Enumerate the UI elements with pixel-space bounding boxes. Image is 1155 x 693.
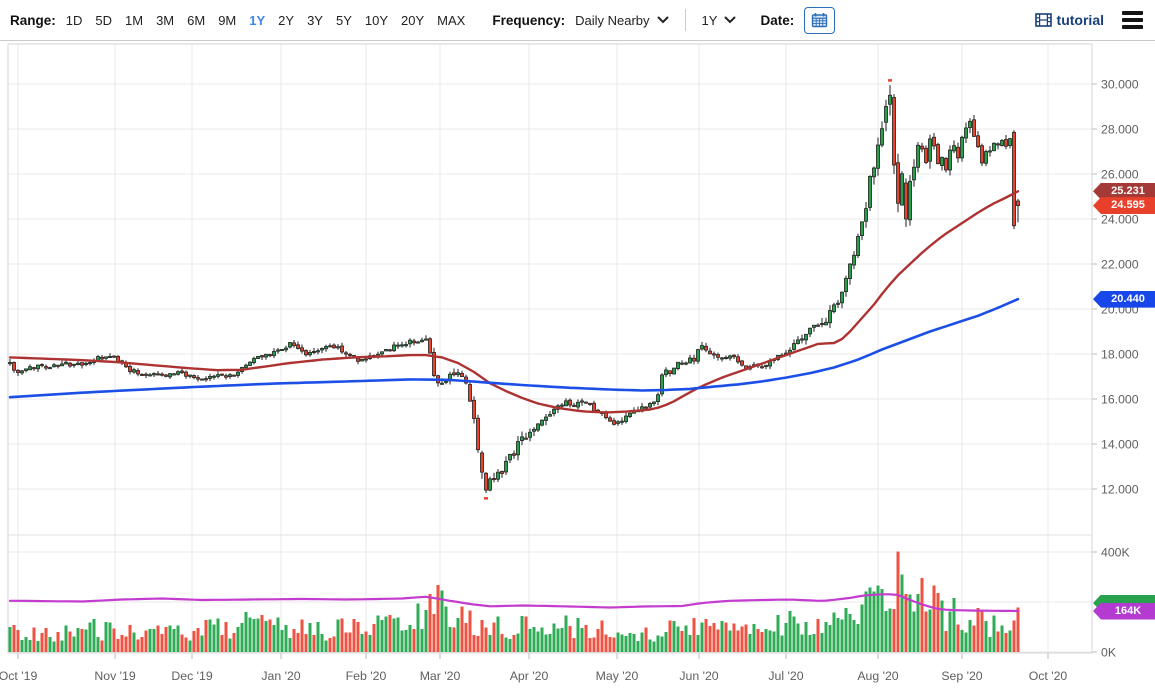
range-options: 1D 5D 1M 3M 6M 9M 1Y 2Y 3Y 5Y 10Y 20Y MAX [66, 13, 479, 28]
range-option-2y[interactable]: 2Y [278, 12, 295, 28]
svg-text:0K: 0K [1101, 646, 1117, 660]
high-marker [888, 79, 892, 82]
svg-text:24.000: 24.000 [1101, 213, 1139, 227]
frequency-value: Daily Nearby [575, 12, 650, 28]
svg-text:Nov '19: Nov '19 [94, 669, 135, 683]
date-label: Date: [760, 12, 795, 28]
svg-text:18.000: 18.000 [1101, 348, 1139, 362]
range-option-1d[interactable]: 1D [65, 12, 83, 28]
volume-bars [8, 551, 1020, 652]
ma-slow-line [8, 297, 1020, 399]
frequency-select[interactable]: Daily Nearby [575, 12, 669, 28]
tutorial-label: tutorial [1056, 12, 1104, 28]
ma-fast-line [8, 190, 1020, 414]
volume-ma-value-tag: 164K [1093, 602, 1155, 620]
ma-slow-value-tag: 20.440 [1093, 290, 1155, 308]
chart-toolbar: Range: 1D 5D 1M 3M 6M 9M 1Y 2Y 3Y 5Y 10Y 20Y MAX Fre… [0, 0, 1155, 41]
svg-text:Feb '20: Feb '20 [346, 669, 387, 683]
svg-text:Oct '19: Oct '19 [0, 669, 37, 683]
calendar-icon [812, 13, 828, 28]
svg-text:16.000: 16.000 [1101, 393, 1139, 407]
range-option-20y[interactable]: 20Y [401, 12, 425, 28]
range-option-5d[interactable]: 5D [95, 12, 113, 28]
range-option-9m[interactable]: 9M [218, 12, 237, 28]
chevron-down-icon [724, 16, 736, 24]
chart-canvas[interactable]: 30.00028.00026.00024.00022.00020.00018.0… [0, 41, 1155, 693]
range-option-6m[interactable]: 6M [187, 12, 206, 28]
ma-fast-value-tag: 25.231 [1093, 182, 1155, 200]
period-value: 1Y [701, 12, 718, 28]
menu-icon[interactable] [1122, 10, 1143, 30]
svg-text:14.000: 14.000 [1101, 438, 1139, 452]
last-price-tag: 24.595 [1093, 197, 1155, 215]
date-picker-button[interactable] [804, 6, 836, 34]
svg-text:400K: 400K [1101, 546, 1131, 560]
svg-text:12.000: 12.000 [1101, 483, 1139, 497]
svg-text:Jul '20: Jul '20 [768, 669, 803, 683]
svg-text:Aug '20: Aug '20 [857, 669, 898, 683]
svg-text:Jun '20: Jun '20 [679, 669, 718, 683]
range-option-max[interactable]: MAX [437, 12, 466, 28]
svg-text:22.000: 22.000 [1101, 258, 1139, 272]
svg-text:30.000: 30.000 [1101, 78, 1139, 92]
range-option-3y[interactable]: 3Y [307, 12, 323, 28]
svg-text:Dec '19: Dec '19 [171, 669, 212, 683]
period-select[interactable]: 1Y [702, 13, 737, 28]
chart-area: 30.000 28.000 26.000 24.000 22.000 20.000 18.0… [0, 41, 1155, 693]
range-option-10y[interactable]: 10Y [364, 12, 389, 28]
candlestick-series [8, 85, 1020, 494]
range-option-5y[interactable]: 5Y [335, 12, 352, 28]
film-icon [1034, 13, 1052, 27]
frequency-label: Frequency: [492, 12, 566, 28]
range-option-1y[interactable]: 1Y [249, 12, 266, 28]
tutorial-link[interactable]: tutorial [1034, 12, 1104, 28]
svg-text:Sep '20: Sep '20 [941, 669, 982, 683]
toolbar-separator [684, 9, 686, 31]
range-label: Range: [10, 12, 56, 28]
svg-text:26.000: 26.000 [1101, 168, 1139, 182]
svg-text:May '20: May '20 [596, 669, 639, 683]
svg-text:Oct '20: Oct '20 [1029, 669, 1068, 683]
svg-text:Mar '20: Mar '20 [420, 669, 461, 683]
range-option-1m[interactable]: 1M [125, 12, 144, 28]
volume-ma-line [8, 593, 1020, 613]
low-marker [484, 497, 488, 500]
range-option-3m[interactable]: 3M [156, 12, 175, 28]
chevron-down-icon [657, 16, 669, 24]
svg-text:Apr '20: Apr '20 [510, 669, 549, 683]
svg-text:28.000: 28.000 [1101, 123, 1139, 137]
svg-text:Jan '20: Jan '20 [261, 669, 300, 683]
